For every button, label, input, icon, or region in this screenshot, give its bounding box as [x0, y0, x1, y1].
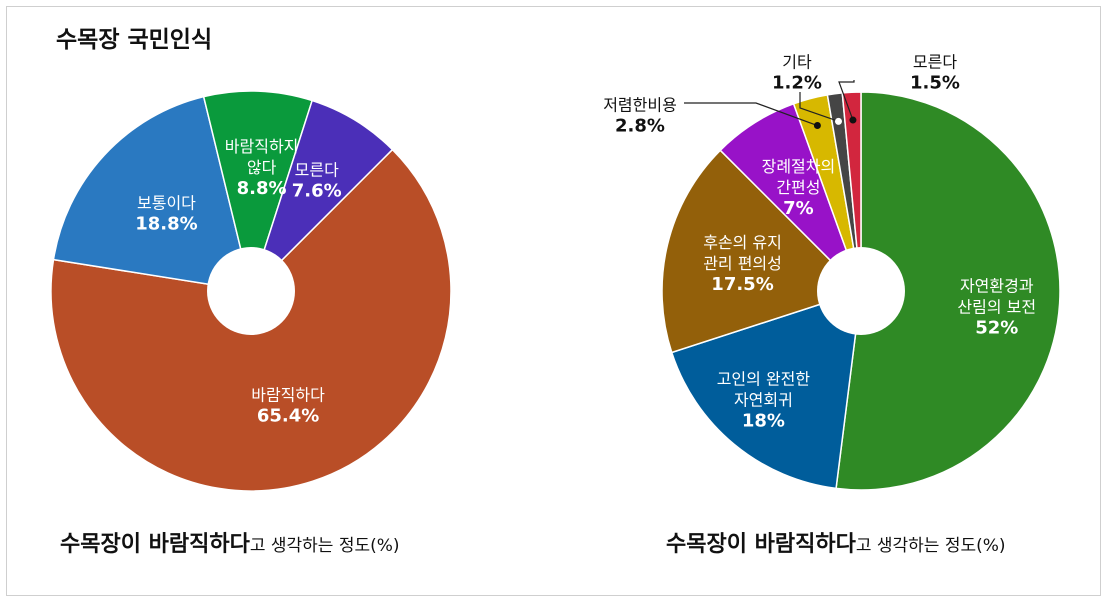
pie-left-label-0-line-0: 바람직하다 [251, 386, 325, 405]
pie-right-slice-0 [835, 91, 1061, 491]
pie-right-leader-4 [684, 102, 818, 127]
pie-right-value-0: 52% [975, 317, 1018, 338]
pie-right-label-0-line-0: 자연환경과 [960, 276, 1034, 295]
pie-right-value-6: 1.5% [910, 73, 960, 94]
pie-right-label-6-line-0: 모른다 [913, 53, 957, 72]
pie-right-leader-6 [838, 80, 855, 121]
pie-right-label-3-line-0: 장례절차의 [762, 157, 836, 176]
pie-right-leader-5 [799, 92, 839, 122]
pie-right-label-4-line-0: 저렴한비용 [603, 96, 677, 115]
pie-left-value-2: 8.8% [237, 178, 287, 199]
pie-right-label-2-line-1: 관리 편의성 [703, 254, 782, 273]
pie-left-label-2-line-0: 바람직하지 [225, 137, 299, 156]
pie-left-value-1: 18.8% [135, 214, 197, 235]
caption-left-strong: 수목장이 바람직하다 [60, 532, 250, 557]
pie-right-label-1-line-1: 자연회귀 [734, 391, 793, 410]
pie-right-center-hole [817, 247, 905, 335]
pie-left-value-0: 65.4% [257, 406, 319, 427]
pie-right-leader-dot-5 [834, 117, 842, 125]
pie-left-value-3: 7.6% [292, 181, 342, 202]
pie-right-slice-6 [841, 91, 862, 292]
pie-left-slice-3 [250, 99, 394, 292]
caption-right-strong: 수목장이 바람직하다 [666, 532, 856, 557]
pie-right-value-5: 1.2% [772, 73, 822, 94]
pie-right-value-1: 18% [742, 411, 785, 432]
caption-right-rest: 고 생각하는 정도(%) [855, 536, 1006, 556]
pie-left-slice-2 [202, 90, 314, 294]
pie-right-label-1-line-0: 고인의 완전한 [717, 370, 811, 389]
caption-right: 수목장이 바람직하다고 생각하는 정도(%) [666, 526, 1006, 558]
figure-title: 수목장 국민인식 [56, 27, 213, 53]
pie-left-slice-1 [52, 95, 252, 292]
pie-right-value-2: 17.5% [711, 274, 773, 295]
pie-left-label-3-line-0: 모른다 [295, 161, 339, 180]
pie-left-center-hole [207, 247, 295, 335]
pie-right-leader-dot-4 [813, 122, 821, 130]
figure-frame [6, 6, 1101, 596]
pie-right-label-3-line-1: 간편성 [776, 178, 820, 197]
pie-left-label-1-line-0: 보통이다 [137, 194, 196, 213]
pie-right-slice-1 [670, 289, 862, 490]
caption-left-rest: 고 생각하는 정도(%) [249, 536, 400, 556]
pie-right-label-5-line-0: 기타 [782, 53, 812, 72]
pie-left-label-2-line-1: 않다 [247, 158, 277, 177]
pie-right-leader-dot-6 [849, 116, 857, 124]
pie-right-value-4: 2.8% [615, 116, 665, 137]
pie-right-slice-2 [661, 149, 863, 354]
caption-left: 수목장이 바람직하다고 생각하는 정도(%) [60, 526, 400, 558]
pie-right-label-2-line-0: 후손의 유지 [703, 233, 782, 252]
pie-right-value-3: 7% [783, 198, 814, 219]
pie-right-label-0-line-1: 산림의 보전 [957, 297, 1036, 316]
